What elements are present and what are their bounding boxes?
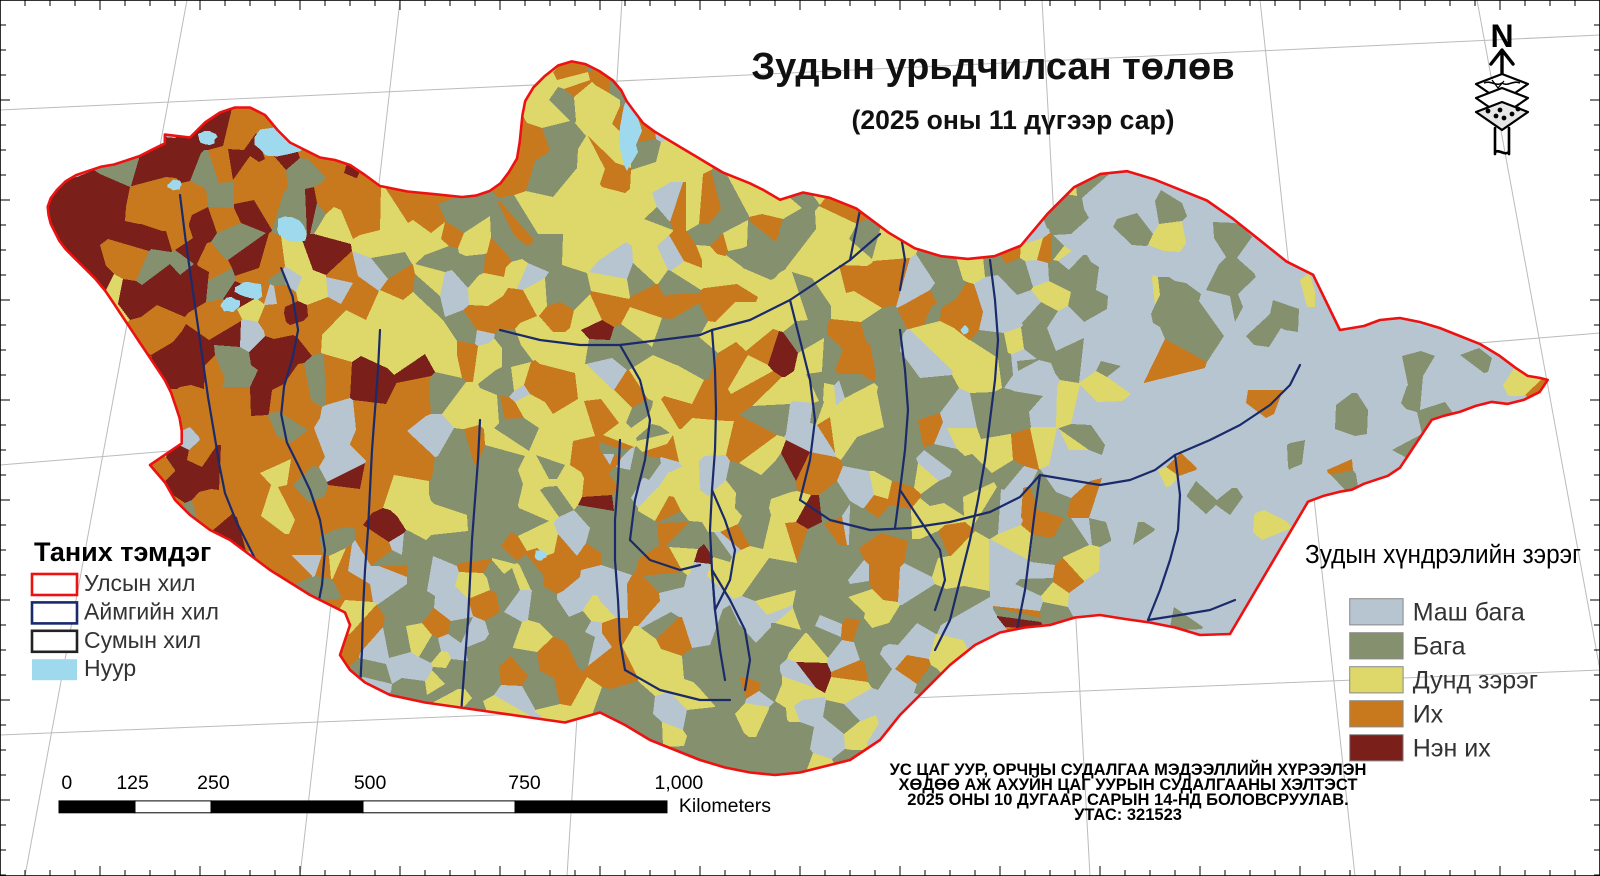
svg-text:Аймгийн хил: Аймгийн хил: [84, 598, 219, 624]
svg-text:500: 500: [354, 772, 387, 794]
svg-text:Маш бага: Маш бага: [1413, 599, 1525, 627]
svg-text:125: 125: [116, 772, 149, 794]
svg-text:Зудын хүндрэлийн зэрэг: Зудын хүндрэлийн зэрэг: [1305, 541, 1581, 569]
svg-text:Kilometers: Kilometers: [679, 795, 771, 817]
svg-text:Нэн их: Нэн их: [1413, 735, 1492, 763]
svg-text:Таних тэмдэг: Таних тэмдэг: [34, 537, 211, 567]
svg-text:0: 0: [61, 772, 72, 794]
svg-text:Сумын хил: Сумын хил: [84, 627, 201, 653]
svg-text:750: 750: [508, 772, 541, 794]
svg-text:Улсын хил: Улсын хил: [84, 570, 195, 596]
svg-text:Их: Их: [1413, 701, 1444, 729]
svg-text:(2025 оны 11 дүгээр сар): (2025 оны 11 дүгээр сар): [852, 105, 1175, 135]
svg-text:Бага: Бага: [1413, 633, 1466, 661]
svg-text:УТАС: 321523: УТАС: 321523: [1074, 806, 1182, 824]
svg-text:Нуур: Нуур: [84, 655, 136, 681]
svg-text:Дунд зэрэг: Дунд зэрэг: [1413, 667, 1538, 695]
svg-text:1,000: 1,000: [654, 772, 703, 794]
svg-text:Зудын урьдчилсан төлөв: Зудын урьдчилсан төлөв: [751, 46, 1234, 88]
svg-text:250: 250: [197, 772, 230, 794]
